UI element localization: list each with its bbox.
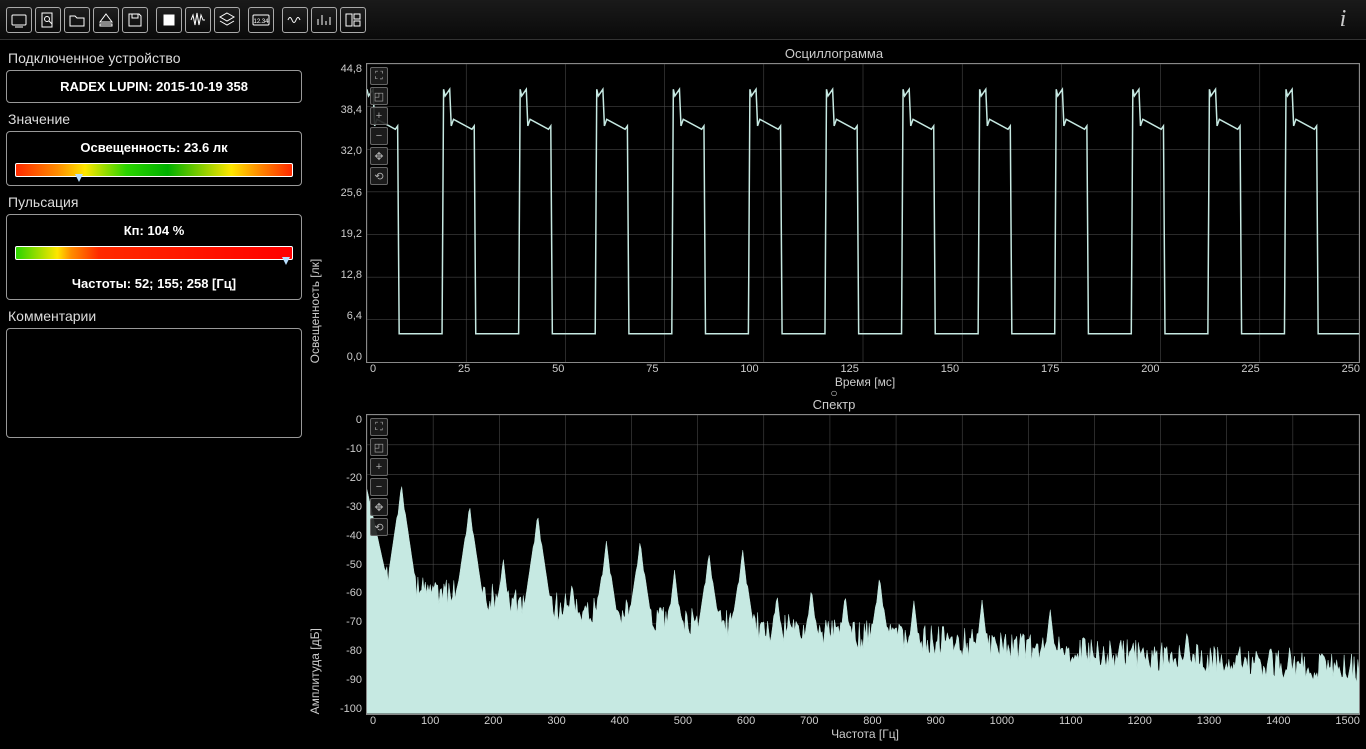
chart-separator: ○ <box>308 389 1360 397</box>
frequencies-label: Частоты: 52; 155; 258 [Гц] <box>15 276 293 291</box>
oscillogram-zoom-tools: ⛶ ◰ + − ✥ ⟲ <box>370 67 388 185</box>
panels-icon <box>344 11 362 29</box>
pulsation-marker <box>282 257 290 265</box>
svg-text:12.34: 12.34 <box>253 19 269 25</box>
comments-input[interactable] <box>11 333 297 433</box>
oscillogram-panel: Осциллограмма Освещенность [лк] 44,838,4… <box>308 46 1360 397</box>
pulsation-label: Кп: 104 % <box>15 223 293 238</box>
zoom-reset-icon[interactable]: ⟲ <box>370 167 388 185</box>
search-doc-button[interactable] <box>35 7 61 33</box>
zoom-in-icon[interactable]: + <box>370 458 388 476</box>
zoom-out-icon[interactable]: − <box>370 478 388 496</box>
spectrum-xlabel: Частота [Гц] <box>370 727 1360 741</box>
spectrum-yaxis: 0-10-20-30-40-50-60-70-80-90-100 <box>324 414 366 714</box>
save-icon <box>126 11 144 29</box>
screen-icon <box>10 11 28 29</box>
spectrum-title: Спектр <box>308 397 1360 412</box>
chart-area: Осциллограмма Освещенность [лк] 44,838,4… <box>308 40 1366 717</box>
search-doc-icon <box>39 11 57 29</box>
folder-open-icon <box>68 11 86 29</box>
stop-button[interactable] <box>156 7 182 33</box>
zoom-area-icon[interactable]: ◰ <box>370 87 388 105</box>
panels-button[interactable] <box>340 7 366 33</box>
zoom-area-icon[interactable]: ◰ <box>370 438 388 456</box>
zoom-reset-icon[interactable]: ⟲ <box>370 518 388 536</box>
info-button[interactable]: i <box>1328 4 1358 34</box>
oscillogram-yaxis: 44,838,432,025,619,212,86,40,0 <box>324 63 366 363</box>
save-button[interactable] <box>122 7 148 33</box>
pulsation-gauge <box>15 246 293 260</box>
device-name: RADEX LUPIN: 2015-10-19 358 <box>15 79 293 94</box>
spectrum-ylabel: Амплитуда [дБ] <box>308 414 322 714</box>
device-panel: RADEX LUPIN: 2015-10-19 358 <box>6 70 302 103</box>
zoom-in-icon[interactable]: + <box>370 107 388 125</box>
spectrum-zoom-tools: ⛶ ◰ + − ✥ ⟲ <box>370 418 388 536</box>
layers-button[interactable] <box>214 7 240 33</box>
layers-icon <box>218 11 236 29</box>
zoom-fit-icon[interactable]: ⛶ <box>370 418 388 436</box>
comments-panel <box>6 328 302 438</box>
oscillogram-plot[interactable] <box>366 63 1360 363</box>
oscillogram-xaxis: 0255075100125150175200225250 <box>370 363 1360 375</box>
zoom-move-icon[interactable]: ✥ <box>370 147 388 165</box>
value-panel: Освещенность: 23.6 лк <box>6 131 302 186</box>
wave-button[interactable] <box>282 7 308 33</box>
zoom-fit-icon[interactable]: ⛶ <box>370 67 388 85</box>
pulsation-panel: Кп: 104 % Частоты: 52; 155; 258 [Гц] <box>6 214 302 300</box>
folder-open-button[interactable] <box>64 7 90 33</box>
pulsation-section-title: Пульсация <box>8 194 302 210</box>
illuminance-label: Освещенность: 23.6 лк <box>15 140 293 155</box>
bars-icon <box>315 11 333 29</box>
illuminance-marker <box>75 174 83 182</box>
sidebar: Подключенное устройство RADEX LUPIN: 201… <box>0 40 308 717</box>
zoom-move-icon[interactable]: ✥ <box>370 498 388 516</box>
digits-button[interactable]: 12.34 <box>248 7 274 33</box>
spectrum-plot[interactable] <box>366 414 1360 714</box>
device-section-title: Подключенное устройство <box>8 50 302 66</box>
toolbar: 12.34 i <box>0 0 1366 40</box>
comments-section-title: Комментарии <box>8 308 302 324</box>
stop-icon <box>160 11 178 29</box>
value-section-title: Значение <box>8 111 302 127</box>
waveform-button[interactable] <box>185 7 211 33</box>
oscillogram-ylabel: Освещенность [лк] <box>308 63 322 363</box>
oscillogram-xlabel: Время [мс] <box>370 375 1360 389</box>
eject-button[interactable] <box>93 7 119 33</box>
digits-icon: 12.34 <box>252 11 270 29</box>
zoom-out-icon[interactable]: − <box>370 127 388 145</box>
spectrum-panel: Спектр Амплитуда [дБ] 0-10-20-30-40-50-6… <box>308 397 1360 740</box>
eject-icon <box>97 11 115 29</box>
illuminance-gauge <box>15 163 293 177</box>
wave-icon <box>286 11 304 29</box>
oscillogram-title: Осциллограмма <box>308 46 1360 61</box>
waveform-icon <box>189 11 207 29</box>
bars-button[interactable] <box>311 7 337 33</box>
screen-button[interactable] <box>6 7 32 33</box>
